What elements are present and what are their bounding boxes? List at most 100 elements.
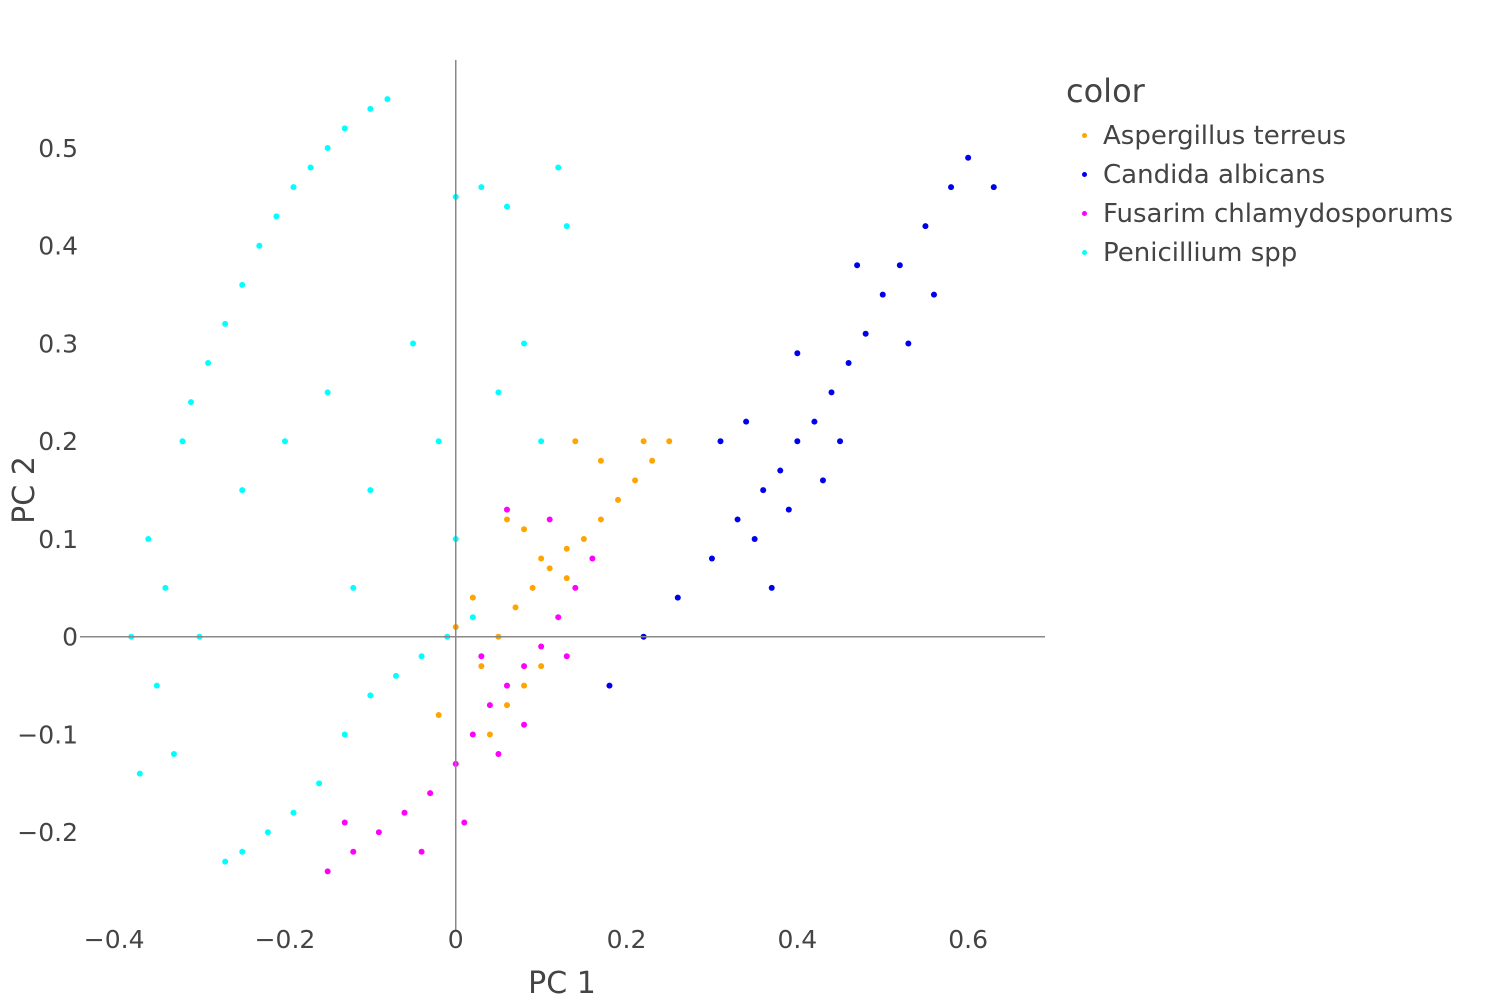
- data-point: [990, 184, 997, 191]
- data-point: [503, 516, 510, 523]
- data-point: [324, 144, 331, 151]
- data-point: [811, 418, 818, 425]
- data-point: [538, 643, 545, 650]
- y-tick-label: 0.5: [38, 134, 78, 163]
- data-point: [427, 790, 434, 797]
- data-point: [153, 682, 160, 689]
- legend-marker: [1082, 211, 1087, 216]
- data-point: [281, 438, 288, 445]
- data-point: [905, 340, 912, 347]
- data-point: [597, 516, 604, 523]
- data-point: [777, 467, 784, 474]
- data-point: [324, 389, 331, 396]
- data-point: [529, 584, 536, 591]
- data-point: [239, 487, 246, 494]
- legend-items: Aspergillus terreus Candida albicans Fusar…: [1066, 116, 1453, 272]
- data-point: [760, 487, 767, 494]
- data-point: [751, 535, 758, 542]
- legend-marker: [1082, 133, 1087, 138]
- y-tick-label: −0.2: [17, 818, 78, 847]
- data-point: [768, 584, 775, 591]
- data-point: [674, 594, 681, 601]
- data-point: [418, 848, 425, 855]
- data-point: [785, 506, 792, 513]
- data-point: [256, 242, 263, 249]
- data-point: [538, 438, 545, 445]
- data-point: [503, 682, 510, 689]
- y-tick-label: −0.1: [17, 720, 78, 749]
- data-point: [316, 780, 323, 787]
- legend-item[interactable]: Fusarim chlamydosporums: [1066, 194, 1453, 233]
- legend-label: Candida albicans: [1103, 159, 1326, 190]
- data-point: [563, 545, 570, 552]
- data-point: [418, 653, 425, 660]
- data-point: [435, 711, 442, 718]
- data-point: [367, 692, 374, 699]
- data-point: [410, 340, 417, 347]
- data-point: [948, 184, 955, 191]
- data-point: [734, 516, 741, 523]
- legend-item[interactable]: Penicillium spp: [1066, 233, 1453, 272]
- data-point: [922, 223, 929, 230]
- y-tick-label: 0.3: [38, 329, 78, 358]
- x-tick-label: 0.4: [777, 925, 817, 954]
- x-tick-label: −0.4: [84, 925, 145, 954]
- data-point: [965, 154, 972, 161]
- data-point: [495, 389, 502, 396]
- data-point: [606, 682, 613, 689]
- data-point: [546, 565, 553, 572]
- data-point: [572, 584, 579, 591]
- data-point: [324, 868, 331, 875]
- legend-item[interactable]: Candida albicans: [1066, 155, 1453, 194]
- series-penicillium-spp: [128, 96, 570, 865]
- data-point: [930, 291, 937, 298]
- data-point: [640, 438, 647, 445]
- data-point: [521, 340, 528, 347]
- data-point: [435, 438, 442, 445]
- data-point: [264, 829, 271, 836]
- data-point: [649, 457, 656, 464]
- data-point: [615, 496, 622, 503]
- data-point: [845, 360, 852, 367]
- data-point: [597, 457, 604, 464]
- data-point: [478, 653, 485, 660]
- data-point: [563, 223, 570, 230]
- legend: color Aspergillus terreus Candida albican…: [1066, 72, 1453, 272]
- data-point: [632, 477, 639, 484]
- data-point: [401, 809, 408, 816]
- data-point: [717, 438, 724, 445]
- data-point: [350, 584, 357, 591]
- plot-area: [128, 96, 997, 875]
- x-tick-label: 0.6: [948, 925, 988, 954]
- y-axis-title: PC 2: [7, 456, 42, 524]
- data-point: [367, 487, 374, 494]
- data-point: [666, 438, 673, 445]
- data-point: [469, 594, 476, 601]
- data-point: [239, 848, 246, 855]
- axes: [80, 60, 1045, 930]
- data-point: [555, 164, 562, 171]
- data-point: [521, 526, 528, 533]
- data-point: [290, 809, 297, 816]
- data-point: [837, 438, 844, 445]
- legend-marker: [1082, 250, 1087, 255]
- data-point: [862, 330, 869, 337]
- data-point: [222, 320, 229, 327]
- data-point: [819, 477, 826, 484]
- data-point: [503, 702, 510, 709]
- data-point: [555, 614, 562, 621]
- legend-item[interactable]: Aspergillus terreus: [1066, 116, 1453, 155]
- y-tick-label: 0.2: [38, 427, 78, 456]
- data-point: [341, 125, 348, 132]
- data-point: [307, 164, 314, 171]
- data-point: [794, 438, 801, 445]
- data-point: [589, 555, 596, 562]
- data-point: [896, 262, 903, 269]
- series-aspergillus-terreus: [435, 438, 673, 738]
- series-candida-albicans: [606, 154, 997, 689]
- data-point: [341, 731, 348, 738]
- legend-title: color: [1066, 72, 1145, 110]
- y-tick-label: 0.4: [38, 232, 78, 261]
- data-point: [205, 360, 212, 367]
